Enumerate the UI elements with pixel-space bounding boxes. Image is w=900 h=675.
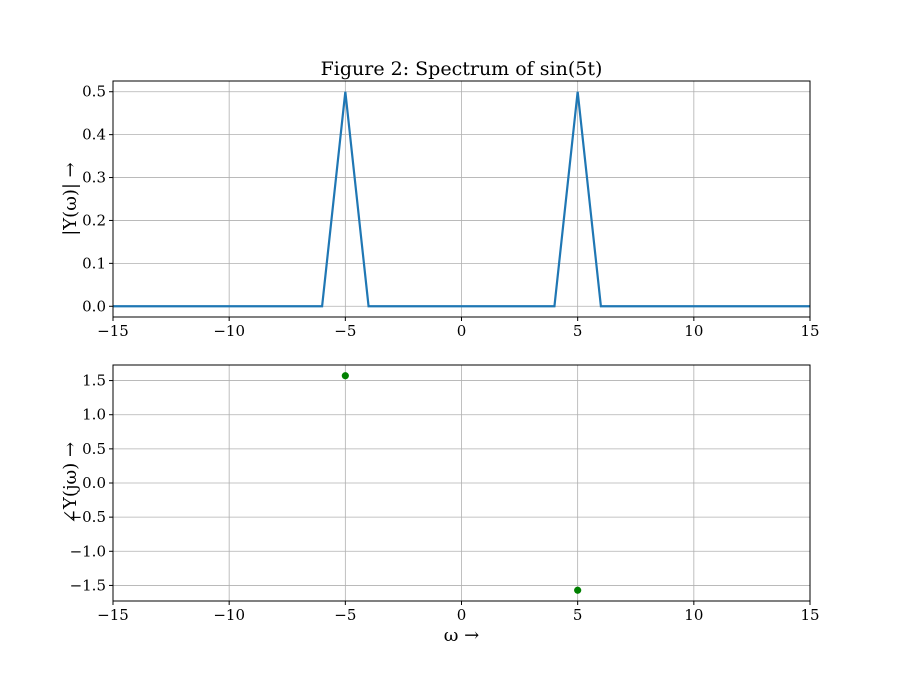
y-tick-label: −0.5 bbox=[70, 508, 106, 526]
y-tick-label: 0.4 bbox=[82, 126, 106, 144]
phase-point bbox=[574, 586, 582, 594]
x-tick-label: −5 bbox=[334, 322, 356, 340]
x-axis-label: ω → bbox=[444, 625, 479, 646]
subplot-2: −15 −10 −5 0 5 10 15 −1.5 −1.0 −0.5 0.0 0.5 1.0 1.5 ∠Y… bbox=[60, 364, 820, 646]
y-tick-label: 0.5 bbox=[82, 440, 106, 458]
y-tick-label: 0.0 bbox=[82, 297, 106, 315]
y-axis-label: ∠Y(jω) → bbox=[60, 442, 81, 524]
x-tick-label: −10 bbox=[213, 322, 245, 340]
y-tick-label: 0.0 bbox=[82, 474, 106, 492]
y-tick-label: 1.5 bbox=[82, 372, 106, 390]
y-tick-label: 0.1 bbox=[82, 254, 106, 272]
y-tick-label: 0.3 bbox=[82, 169, 106, 187]
y-tick-label: 1.0 bbox=[82, 406, 106, 424]
y-tick-label: −1.5 bbox=[70, 576, 106, 594]
x-tick-label: 0 bbox=[457, 322, 467, 340]
x-tick-label: 10 bbox=[684, 606, 703, 624]
x-tick-label: 15 bbox=[800, 322, 819, 340]
chart-title: Figure 2: Spectrum of sin(5t) bbox=[321, 58, 603, 80]
x-tick-label: 15 bbox=[800, 606, 819, 624]
y-tick-label: 0.5 bbox=[82, 83, 106, 101]
x-tick-label: −15 bbox=[97, 606, 129, 624]
x-tick-label: 5 bbox=[573, 606, 583, 624]
y-tick-label: 0.2 bbox=[82, 211, 106, 229]
x-tick-label: 5 bbox=[573, 322, 583, 340]
x-tick-label: −5 bbox=[334, 606, 356, 624]
subplot-1: −15 −10 −5 0 5 10 15 0.0 0.1 0.2 0.3 0.4 0.5 Figure 2… bbox=[60, 58, 820, 340]
magnitude-line bbox=[113, 91, 810, 308]
x-tick-label: 10 bbox=[684, 322, 703, 340]
phase-point bbox=[341, 372, 349, 380]
x-tick-label: −15 bbox=[97, 322, 129, 340]
y-tick-label: −1.0 bbox=[70, 542, 106, 560]
y-axis-label: |Y(ω)| → bbox=[60, 162, 81, 236]
x-tick-label: −10 bbox=[213, 606, 245, 624]
x-tick-label: 0 bbox=[457, 606, 467, 624]
